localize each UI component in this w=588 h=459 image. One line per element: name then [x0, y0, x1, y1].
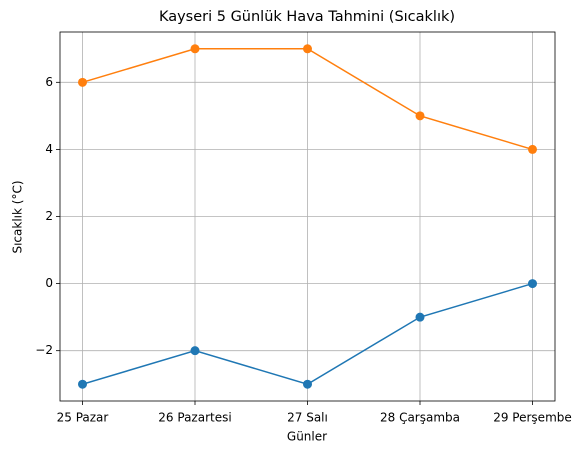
x-tick-label: 25 Pazar	[57, 411, 109, 425]
x-tick-label: 29 Perşembe	[493, 411, 572, 425]
marker	[190, 44, 200, 54]
x-tick-label: 28 Çarşamba	[380, 411, 460, 425]
marker	[303, 44, 312, 54]
marker	[78, 379, 87, 389]
y-tick-label: 4	[45, 142, 53, 156]
y-tick-label: 2	[45, 209, 53, 223]
x-tick-label: 26 Pazartesi	[158, 411, 231, 425]
marker	[415, 111, 425, 121]
marker	[303, 379, 312, 389]
x-tick-label: 27 Salı	[287, 411, 328, 425]
marker	[528, 279, 537, 289]
x-axis-label: Günler	[287, 430, 327, 444]
marker	[78, 77, 87, 87]
marker	[415, 312, 425, 322]
marker	[190, 346, 200, 356]
plot-frame	[59, 31, 556, 402]
y-tick-label: 6	[45, 75, 53, 89]
y-tick-label: −2	[35, 343, 53, 357]
chart-title: Kayseri 5 Günlük Hava Tahmini (Sıcaklık)	[159, 9, 455, 25]
y-tick-label: 0	[45, 276, 53, 290]
y-axis-label: Sıcaklık (°C)	[11, 180, 25, 253]
marker	[528, 144, 537, 154]
